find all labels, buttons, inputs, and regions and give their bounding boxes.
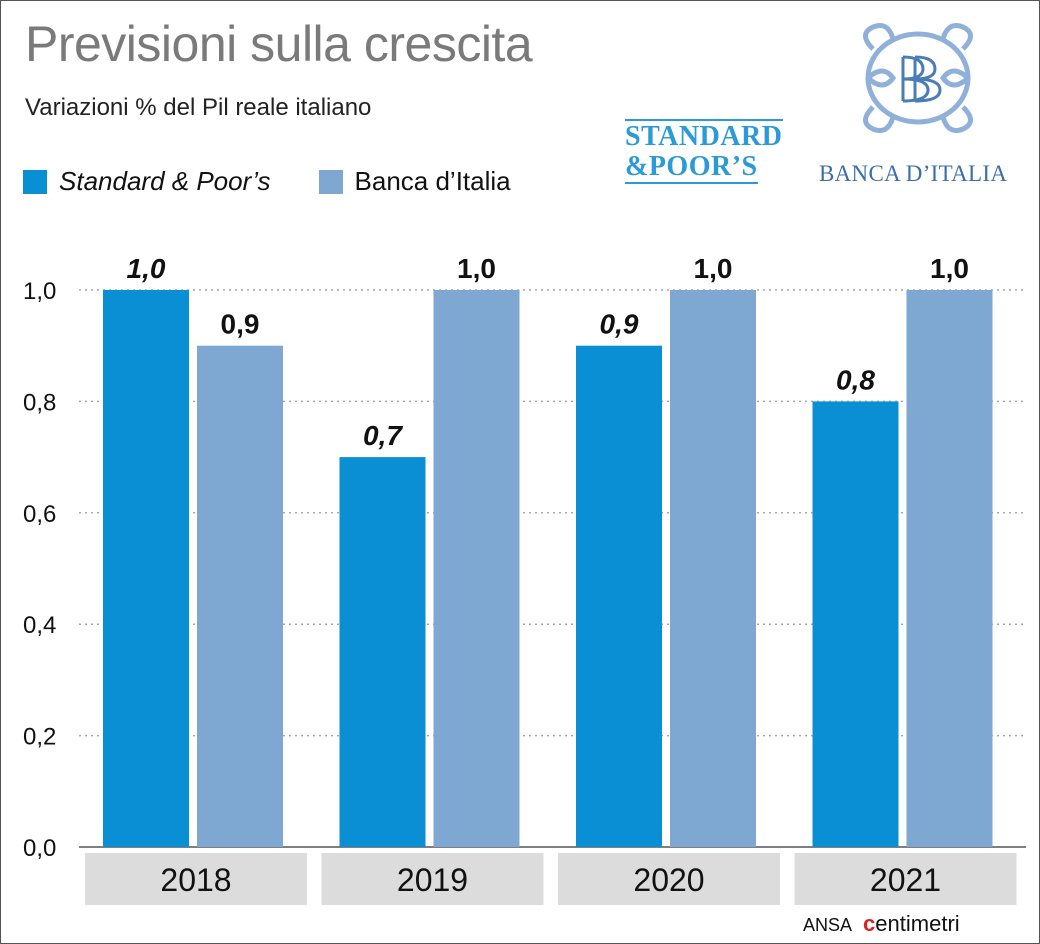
x-tick-label: 2018 bbox=[160, 862, 231, 898]
x-category-band bbox=[794, 853, 1017, 905]
bar-sp bbox=[812, 401, 899, 847]
y-tick-label: 1,0 bbox=[23, 278, 56, 305]
bar-chart: 0,0 0,2 0,4 0,6 0,8 1,0 2018 1,0 0,9 2019 0,7 1,0 20… bbox=[23, 253, 1026, 905]
bar-bi bbox=[197, 345, 283, 847]
y-tick-label: 0,4 bbox=[23, 612, 56, 639]
y-tick-label: 0,2 bbox=[23, 724, 56, 751]
data-label-sp: 0,9 bbox=[600, 309, 639, 340]
x-tick-label: 2021 bbox=[870, 862, 941, 898]
chart-title: Previsioni sulla crescita bbox=[25, 16, 533, 72]
credit-brand-rest: entimetri bbox=[875, 911, 960, 936]
bar-sp bbox=[103, 290, 189, 847]
data-label-sp: 1,0 bbox=[127, 253, 166, 284]
y-tick-label: 0,0 bbox=[23, 835, 56, 862]
bar-sp bbox=[339, 457, 426, 847]
banca-italia-name: BANCA D’ITALIA bbox=[819, 161, 1008, 186]
credit-brand: centimetri bbox=[863, 911, 960, 936]
x-tick-label: 2020 bbox=[633, 862, 704, 898]
legend-item-sp: Standard & Poor’s bbox=[23, 166, 271, 197]
bar-sp bbox=[576, 345, 662, 847]
credit-brand-mark: c bbox=[863, 911, 876, 936]
legend-item-bi: Banca d’Italia bbox=[318, 166, 511, 197]
x-category-band bbox=[85, 853, 307, 905]
data-label-bi: 0,9 bbox=[221, 309, 260, 340]
data-label-sp: 0,7 bbox=[363, 420, 403, 451]
y-tick-label: 0,6 bbox=[23, 501, 56, 528]
sp-logo-line2: &POOR’S bbox=[625, 151, 758, 184]
legend: Standard & Poor’s Banca d’Italia bbox=[23, 166, 559, 197]
data-label-bi: 1,0 bbox=[930, 253, 969, 284]
chart-subtitle: Variazioni % del Pil reale italiano bbox=[25, 94, 372, 121]
legend-swatch-sp bbox=[23, 169, 47, 194]
data-label-bi: 1,0 bbox=[457, 253, 496, 284]
sp-logo: STANDARD &POOR’S bbox=[625, 119, 783, 184]
credit-source: ANSA bbox=[803, 915, 853, 935]
legend-label-sp: Standard & Poor’s bbox=[59, 166, 271, 196]
sp-logo-line1: STANDARD bbox=[625, 119, 783, 152]
banca-italia-emblem-icon bbox=[863, 23, 973, 133]
credit: ANSA centimetri bbox=[803, 911, 960, 937]
x-category-band bbox=[558, 853, 780, 905]
y-tick-label: 0,8 bbox=[23, 389, 56, 416]
bar-bi bbox=[433, 290, 520, 847]
x-tick-label: 2019 bbox=[397, 862, 468, 898]
x-category-band bbox=[321, 853, 544, 905]
bar-bi bbox=[906, 290, 993, 847]
legend-label-bi: Banca d’Italia bbox=[354, 166, 511, 196]
bar-bi bbox=[670, 290, 756, 847]
data-label-bi: 1,0 bbox=[694, 253, 733, 284]
data-label-sp: 0,8 bbox=[836, 364, 875, 395]
legend-swatch-bi bbox=[318, 169, 343, 194]
